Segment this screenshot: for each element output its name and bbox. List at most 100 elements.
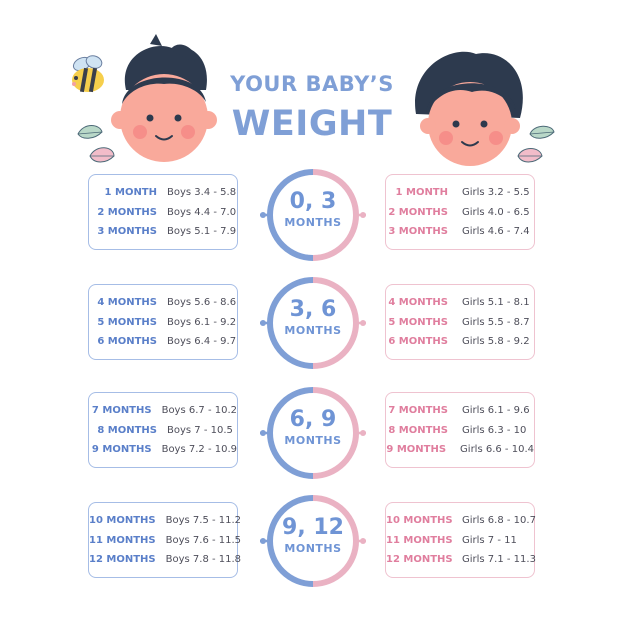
boys-weight-row: 3 MONTHS Boys 5.1 - 7.9 (89, 226, 237, 237)
girls-weight-row: 1 MONTH Girls 3.2 - 5.5 (386, 187, 534, 198)
age-range-ring: 0, 3 MONTHS (260, 162, 366, 268)
weight-range: Boys 6.4 - 9.7 (167, 335, 237, 347)
weight-range: Girls 4.0 - 6.5 (462, 206, 530, 218)
ring-graphic (260, 495, 366, 587)
girls-weight-row: 7 MONTHS Girls 6.1 - 9.6 (386, 405, 534, 416)
girls-weight-row: 6 MONTHS Girls 5.8 - 9.2 (386, 336, 534, 347)
title-line-2: WEIGHT (231, 104, 393, 144)
girls-weight-row: 3 MONTHS Girls 4.6 - 7.4 (386, 226, 534, 237)
month-label: 9 MONTHS (91, 443, 152, 455)
month-label: 1 MONTH (104, 187, 157, 199)
age-range-number: 6, 9 (289, 407, 337, 432)
month-label: 9 MONTHS (386, 443, 447, 455)
weight-range: Girls 6.6 - 10.4 (460, 443, 534, 455)
boys-weight-row: 11 MONTHS Boys 7.6 - 11.5 (89, 534, 241, 546)
ring-label: 3, 6 MONTHS (260, 297, 366, 339)
ring-label: 0, 3 MONTHS (260, 189, 366, 231)
age-range-unit: MONTHS (284, 542, 342, 555)
month-label: 11 MONTHS (89, 534, 156, 546)
boys-weight-row: 10 MONTHS Boys 7.5 - 11.2 (89, 515, 241, 527)
month-label: 10 MONTHS (386, 515, 453, 527)
weight-range: Girls 6.8 - 10.7 (462, 515, 536, 527)
boys-weight-row: 7 MONTHS Boys 6.7 - 10.2 (89, 405, 237, 416)
girls-weight-row: 4 MONTHS Girls 5.1 - 8.1 (386, 297, 534, 308)
weight-range: Boys 6.7 - 10.2 (161, 405, 237, 417)
weight-range: Girls 6.3 - 10 (462, 424, 527, 436)
month-label: 12 MONTHS (386, 553, 453, 565)
boys-weight-box: 4 MONTHS Boys 5.6 - 8.6 5 MONTHS Boys 6.1 -… (88, 284, 238, 360)
boys-weight-row: 4 MONTHS Boys 5.6 - 8.6 (89, 297, 237, 308)
month-label: 2 MONTHS (388, 206, 448, 218)
boys-weight-row: 2 MONTHS Boys 4.4 - 7.0 (89, 207, 237, 218)
baby-boy-icon (111, 34, 217, 162)
weight-range: Girls 6.1 - 9.6 (462, 405, 530, 417)
girls-weight-row: 12 MONTHS Girls 7.1 - 11.3 (386, 553, 536, 565)
weight-range: Girls 5.8 - 9.2 (462, 335, 530, 347)
month-label: 12 MONTHS (89, 553, 156, 565)
girls-weight-row: 8 MONTHS Girls 6.3 - 10 (386, 425, 534, 436)
age-range-ring: 9, 12 MONTHS (260, 488, 366, 594)
age-range-unit: MONTHS (284, 324, 342, 337)
month-label: 1 MONTH (395, 187, 448, 199)
month-label: 8 MONTHS (388, 424, 448, 436)
girls-weight-box: 4 MONTHS Girls 5.1 - 8.1 5 MONTHS Girls 5.5… (385, 284, 535, 360)
leaf-icon (517, 125, 555, 163)
month-label: 10 MONTHS (89, 515, 156, 527)
month-label: 2 MONTHS (97, 206, 157, 218)
girls-weight-box: 7 MONTHS Girls 6.1 - 9.6 8 MONTHS Girls 6.3… (385, 392, 535, 468)
weight-range: Boys 3.4 - 5.8 (167, 187, 237, 199)
month-label: 3 MONTHS (388, 225, 448, 237)
age-range-number: 3, 6 (289, 297, 337, 322)
month-label: 5 MONTHS (388, 316, 448, 328)
girls-weight-row: 9 MONTHS Girls 6.6 - 10.4 (386, 444, 534, 455)
ring-graphic (260, 169, 366, 261)
month-label: 11 MONTHS (386, 534, 453, 546)
weight-range: Boys 5.6 - 8.6 (167, 297, 237, 309)
bee-icon (72, 55, 104, 93)
title-line-1: YOUR BABY’S (230, 72, 394, 96)
month-label: 4 MONTHS (388, 297, 448, 309)
baby-girl-icon (415, 51, 523, 166)
weight-range: Girls 4.6 - 7.4 (462, 225, 530, 237)
weight-range: Girls 7 - 11 (462, 534, 517, 546)
age-range-ring: 6, 9 MONTHS (260, 380, 366, 486)
boys-weight-row: 5 MONTHS Boys 6.1 - 9.2 (89, 317, 237, 328)
weight-range: Boys 4.4 - 7.0 (167, 206, 237, 218)
girls-weight-row: 2 MONTHS Girls 4.0 - 6.5 (386, 207, 534, 218)
month-label: 6 MONTHS (97, 335, 157, 347)
month-label: 4 MONTHS (97, 297, 157, 309)
month-label: 8 MONTHS (97, 424, 157, 436)
weight-range: Boys 7.6 - 11.5 (165, 534, 242, 546)
boys-weight-row: 6 MONTHS Boys 6.4 - 9.7 (89, 336, 237, 347)
girls-weight-row: 10 MONTHS Girls 6.8 - 10.7 (386, 515, 536, 527)
weight-range: Boys 7.5 - 11.2 (165, 515, 242, 527)
girls-weight-box: 10 MONTHS Girls 6.8 - 10.7 11 MONTHS Girls … (385, 502, 536, 578)
weight-range: Boys 6.1 - 9.2 (167, 316, 237, 328)
girls-weight-row: 5 MONTHS Girls 5.5 - 8.7 (386, 317, 534, 328)
weight-range: Boys 7.2 - 10.9 (161, 443, 237, 455)
ring-graphic (260, 387, 366, 479)
boys-weight-box: 7 MONTHS Boys 6.7 - 10.2 8 MONTHS Boys 7 - … (88, 392, 238, 468)
weight-range: Boys 7.8 - 11.8 (165, 553, 242, 565)
age-range-ring: 3, 6 MONTHS (260, 270, 366, 376)
girls-weight-box: 1 MONTH Girls 3.2 - 5.5 2 MONTHS Girls 4.0 … (385, 174, 535, 250)
weight-range: Girls 5.1 - 8.1 (462, 297, 530, 309)
boys-weight-row: 8 MONTHS Boys 7 - 10.5 (89, 425, 237, 436)
weight-range: Boys 5.1 - 7.9 (167, 225, 237, 237)
age-range-number: 9, 12 (282, 515, 344, 540)
leaf-icon (77, 125, 115, 163)
month-label: 7 MONTHS (91, 405, 152, 417)
boys-weight-box: 10 MONTHS Boys 7.5 - 11.2 11 MONTHS Boys 7.… (88, 502, 241, 578)
ring-graphic (260, 277, 366, 369)
boys-weight-row: 12 MONTHS Boys 7.8 - 11.8 (89, 553, 241, 565)
girls-weight-row: 11 MONTHS Girls 7 - 11 (386, 535, 534, 546)
age-range-unit: MONTHS (284, 434, 342, 447)
weight-range: Boys 7 - 10.5 (167, 424, 233, 436)
month-label: 6 MONTHS (388, 335, 448, 347)
month-label: 5 MONTHS (97, 316, 157, 328)
weight-range: Girls 7.1 - 11.3 (462, 553, 536, 565)
boys-weight-row: 9 MONTHS Boys 7.2 - 10.9 (89, 444, 237, 455)
boys-weight-box: 1 MONTH Boys 3.4 - 5.8 2 MONTHS Boys 4.4 - … (88, 174, 238, 250)
month-label: 3 MONTHS (97, 225, 157, 237)
boys-weight-row: 1 MONTH Boys 3.4 - 5.8 (89, 187, 237, 198)
